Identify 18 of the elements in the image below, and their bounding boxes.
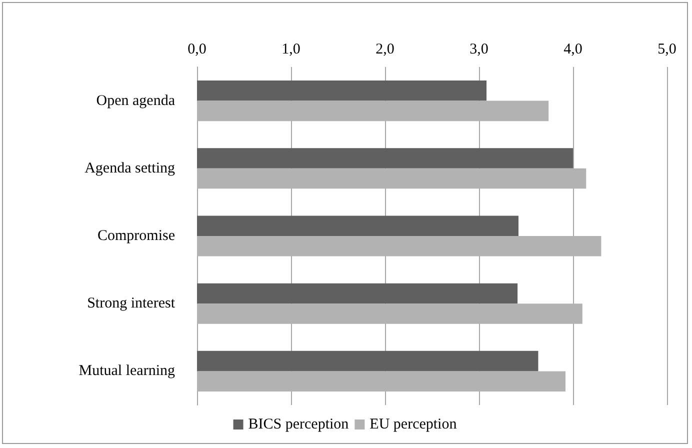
bar [197,80,487,101]
y-tick-label: Mutual learning [78,363,176,380]
x-tick-label: 2,0 [376,42,394,58]
x-tick-label: 3,0 [470,42,488,58]
y-tick-label: Compromise [98,228,176,244]
x-tick-label: 0,0 [188,42,206,58]
y-tick-label: Agenda setting [84,160,176,176]
x-tick-label: 1,0 [282,42,300,58]
legend-label: EU perception [370,416,458,432]
legend-label: BICS perception [248,416,350,432]
bar [197,350,538,372]
bar [197,216,518,236]
bar [197,283,518,304]
x-tick-label: 4,0 [564,42,582,58]
bar [197,148,573,168]
y-tick-label: Strong interest [87,296,176,312]
y-tick-label: Open agenda [96,92,176,109]
x-tick-label: 5,0 [658,42,676,58]
